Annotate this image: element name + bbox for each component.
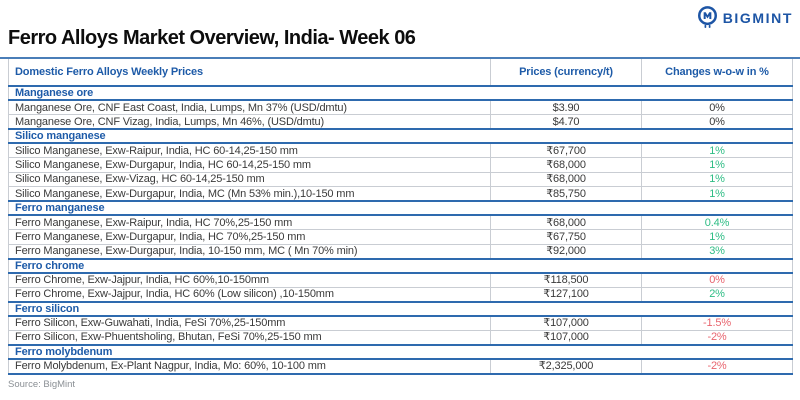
column-header-products: Domestic Ferro Alloys Weekly Prices	[8, 59, 491, 87]
price-cell: ₹67,750	[490, 229, 642, 245]
change-cell: 1%	[641, 143, 793, 159]
product-cell: Manganese Ore, CNF Vizag, India, Lumps, …	[8, 114, 491, 130]
price-cell: $3.90	[490, 100, 642, 116]
section-header-row: Ferro molybdenum	[8, 343, 793, 361]
prices-table: Domestic Ferro Alloys Weekly Prices Pric…	[8, 59, 793, 375]
section-title: Silico manganese	[8, 128, 793, 145]
price-cell: ₹127,100	[490, 287, 642, 303]
change-cell: 1%	[641, 186, 793, 202]
price-row: Ferro Chrome, Exw-Jajpur, India, HC 60% …	[8, 287, 793, 303]
price-row: Ferro Manganese, Exw-Durgapur, India, 10…	[8, 244, 793, 260]
change-cell: 1%	[641, 157, 793, 173]
price-row: Silico Manganese, Exw-Vizag, HC 60-14,25…	[8, 172, 793, 188]
price-row: Ferro Manganese, Exw-Durgapur, India, HC…	[8, 229, 793, 245]
price-cell: ₹68,000	[490, 215, 642, 231]
change-cell: 0%	[641, 272, 793, 288]
price-cell: ₹85,750	[490, 186, 642, 202]
product-cell: Silico Manganese, Exw-Raipur, India, HC …	[8, 143, 491, 159]
price-row: Manganese Ore, CNF East Coast, India, Lu…	[8, 100, 793, 116]
price-cell: ₹68,000	[490, 172, 642, 188]
product-cell: Silico Manganese, Exw-Durgapur, India, H…	[8, 157, 491, 173]
table-body: Manganese ore Manganese Ore, CNF East Coa…	[8, 84, 793, 375]
price-cell: ₹2,325,000	[490, 359, 642, 375]
section-title: Ferro manganese	[8, 200, 793, 217]
price-row: Ferro Silicon, Exw-Guwahati, India, FeSi…	[8, 315, 793, 331]
bigmint-logo: BIGMINT	[696, 5, 793, 30]
change-cell: 0%	[641, 100, 793, 116]
column-header-changes: Changes w-o-w in %	[641, 59, 793, 87]
section-header-row: Silico manganese	[8, 128, 793, 145]
source-note: Source: BigMint	[8, 378, 76, 390]
product-cell: Ferro Chrome, Exw-Jajpur, India, HC 60%,…	[8, 272, 491, 288]
bigmint-logo-text: BIGMINT	[722, 9, 793, 26]
change-cell: -2%	[641, 330, 793, 346]
product-cell: Ferro Chrome, Exw-Jajpur, India, HC 60% …	[8, 287, 491, 303]
price-cell: ₹92,000	[490, 244, 642, 260]
section-title: Ferro silicon	[8, 300, 793, 317]
change-cell: -1.5%	[641, 315, 793, 331]
product-cell: Manganese Ore, CNF East Coast, India, Lu…	[8, 100, 491, 116]
change-cell: 2%	[641, 287, 793, 303]
product-cell: Ferro Manganese, Exw-Durgapur, India, HC…	[8, 229, 491, 245]
product-cell: Silico Manganese, Exw-Durgapur, India, M…	[8, 186, 491, 202]
change-cell: 3%	[641, 244, 793, 260]
table-header-row: Domestic Ferro Alloys Weekly Prices Pric…	[8, 59, 793, 87]
price-row: Ferro Molybdenum, Ex-Plant Nagpur, India…	[8, 359, 793, 375]
product-cell: Silico Manganese, Exw-Vizag, HC 60-14,25…	[8, 172, 491, 188]
section-title: Ferro molybdenum	[8, 343, 793, 361]
price-cell: $4.70	[490, 114, 642, 130]
change-cell: 0%	[641, 114, 793, 130]
product-cell: Ferro Molybdenum, Ex-Plant Nagpur, India…	[8, 359, 491, 375]
price-cell: ₹67,700	[490, 143, 642, 159]
price-row: Ferro Silicon, Exw-Phuentsholing, Bhutan…	[8, 330, 793, 346]
price-row: Ferro Chrome, Exw-Jajpur, India, HC 60%,…	[8, 272, 793, 288]
price-row: Silico Manganese, Exw-Durgapur, India, M…	[8, 186, 793, 202]
section-header-row: Ferro chrome	[8, 257, 793, 274]
price-row: Ferro Manganese, Exw-Raipur, India, HC 7…	[8, 215, 793, 231]
product-cell: Ferro Manganese, Exw-Durgapur, India, 10…	[8, 244, 491, 260]
column-header-prices: Prices (currency/t)	[490, 59, 642, 87]
price-cell: ₹107,000	[490, 315, 642, 331]
section-title: Manganese ore	[8, 84, 793, 102]
product-cell: Ferro Manganese, Exw-Raipur, India, HC 7…	[8, 215, 491, 231]
product-cell: Ferro Silicon, Exw-Phuentsholing, Bhutan…	[8, 330, 491, 346]
change-cell: 0.4%	[641, 215, 793, 231]
page-title: Ferro Alloys Market Overview, India- Wee…	[8, 27, 416, 49]
report-header: Ferro Alloys Market Overview, India- Wee…	[0, 0, 800, 57]
price-row: Silico Manganese, Exw-Durgapur, India, H…	[8, 157, 793, 173]
section-header-row: Ferro manganese	[8, 200, 793, 217]
section-header-row: Ferro silicon	[8, 300, 793, 317]
section-title: Ferro chrome	[8, 257, 793, 274]
product-cell: Ferro Silicon, Exw-Guwahati, India, FeSi…	[8, 315, 491, 331]
change-cell: 1%	[641, 229, 793, 245]
change-cell: -2%	[641, 359, 793, 375]
price-cell: ₹68,000	[490, 157, 642, 173]
section-header-row: Manganese ore	[8, 84, 793, 102]
price-cell: ₹118,500	[490, 272, 642, 288]
bigmint-logo-icon	[696, 5, 719, 30]
price-row: Silico Manganese, Exw-Raipur, India, HC …	[8, 143, 793, 159]
price-row: Manganese Ore, CNF Vizag, India, Lumps, …	[8, 114, 793, 130]
price-cell: ₹107,000	[490, 330, 642, 346]
change-cell: 1%	[641, 172, 793, 188]
title-divider	[0, 57, 800, 59]
